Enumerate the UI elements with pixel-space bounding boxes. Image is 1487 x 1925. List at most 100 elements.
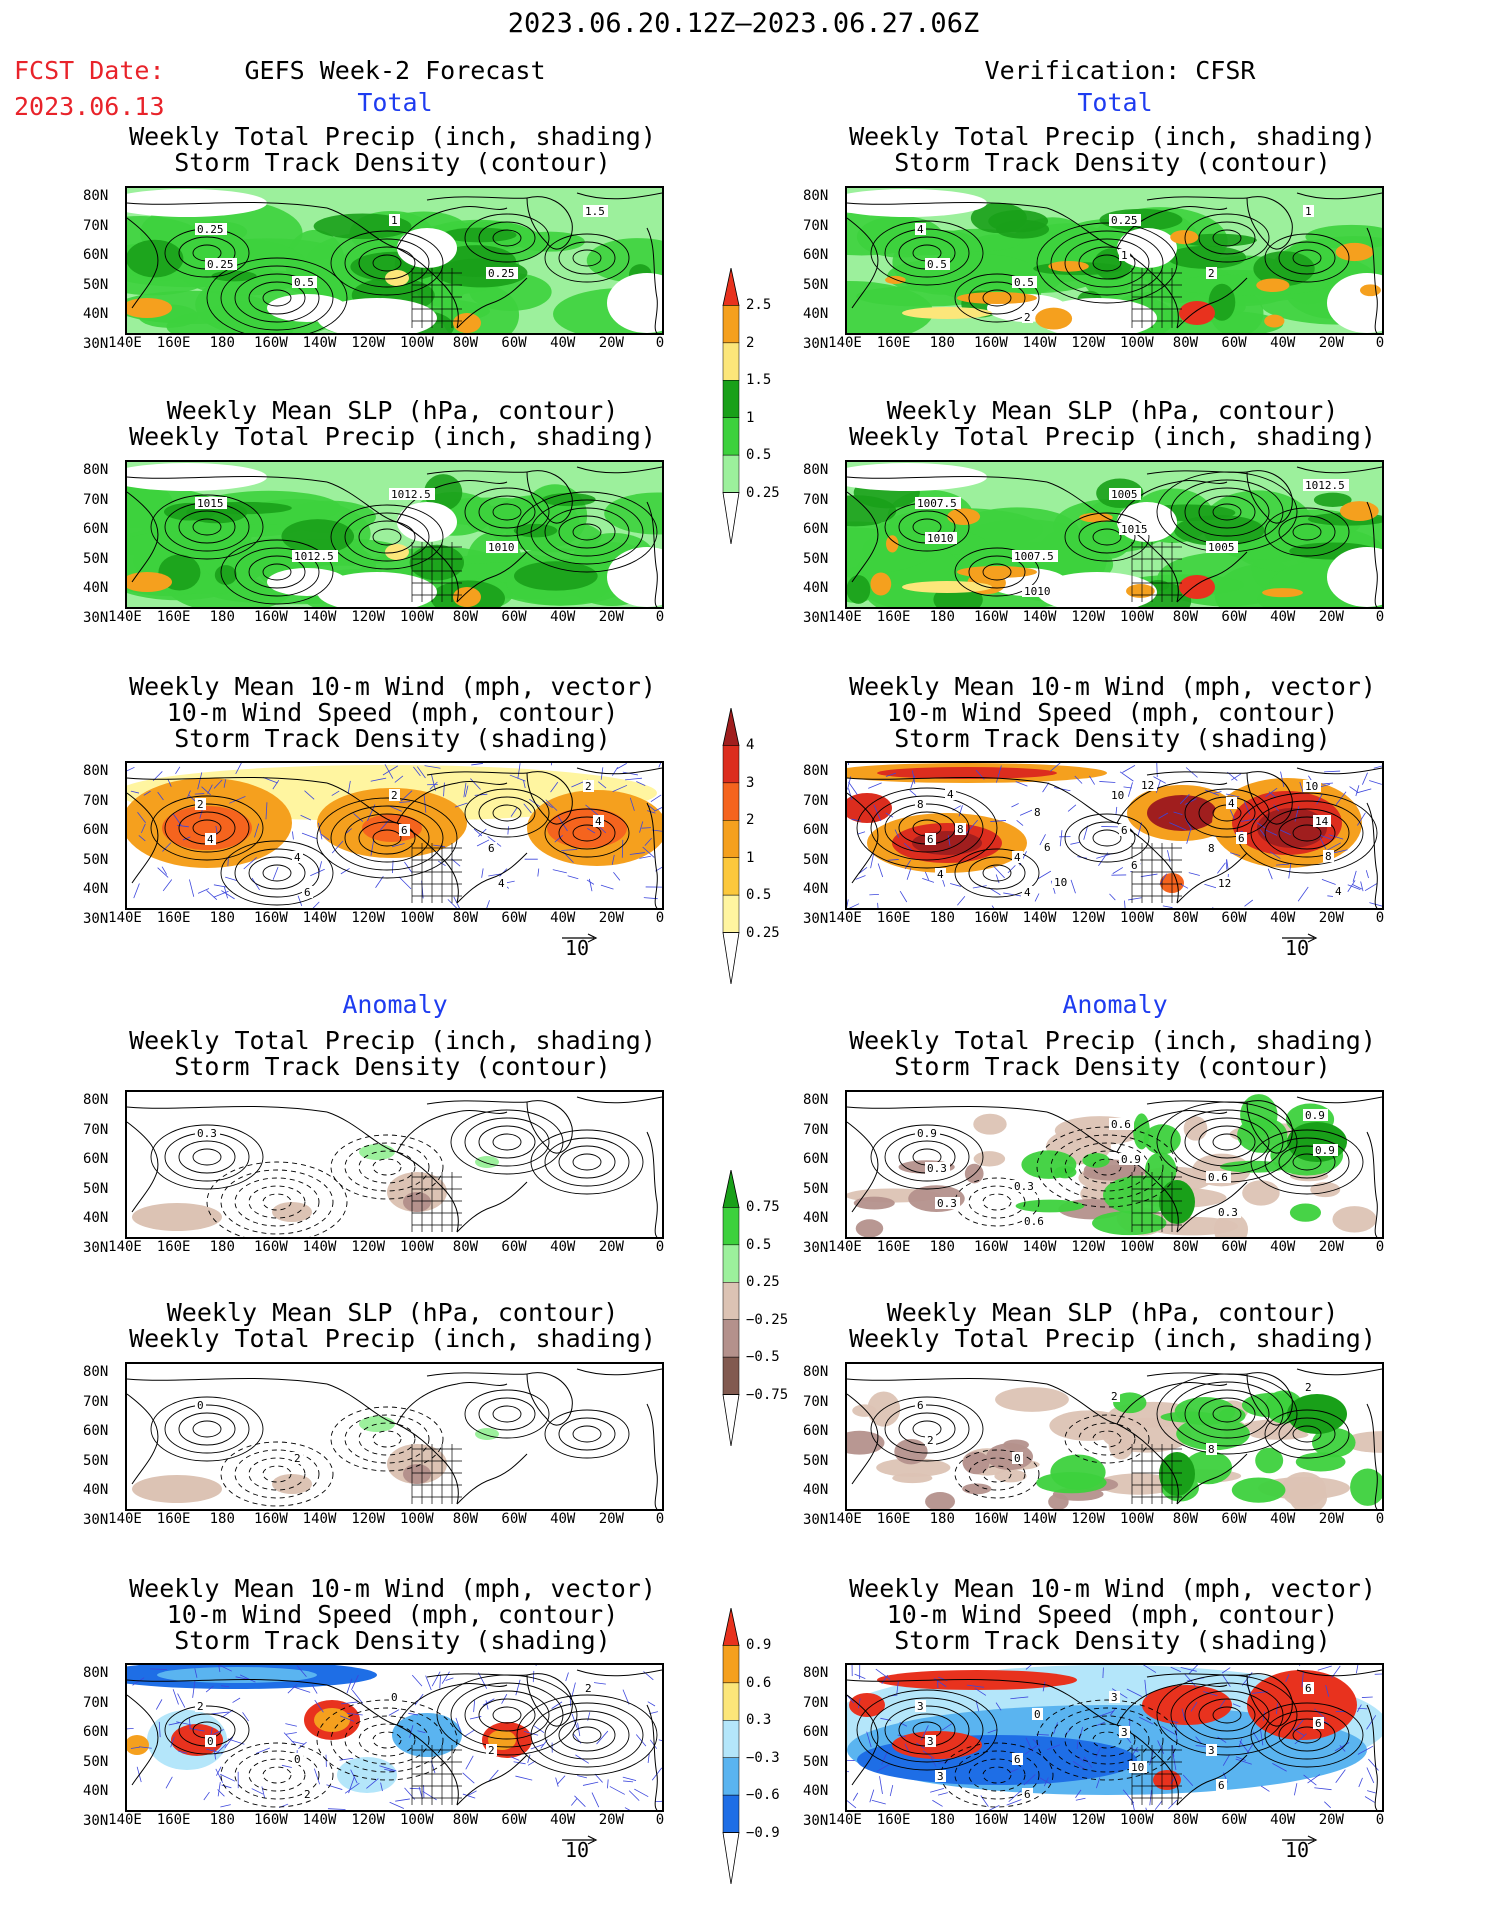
panel-title-line: Weekly Total Precip (inch, shading) [849,1026,1376,1055]
lon-label: 160W [254,1239,288,1255]
lat-label: 80N [83,1364,109,1380]
lon-label: 160W [254,1812,288,1828]
contour-label: 0 [1034,1708,1041,1721]
lat-label: 60N [83,247,109,263]
vector-reference-arrow [1280,1830,1320,1845]
lat-label: 80N [83,462,109,478]
panel-title-line: Storm Track Density (shading) [894,724,1331,753]
lon-label: 180 [929,609,955,625]
lon-label: 0 [1375,1812,1385,1828]
lat-label: 40N [803,580,829,596]
contour-label: 4 [917,223,924,236]
panel-title-line: Storm Track Density (contour) [894,148,1331,177]
panel-title-line: Weekly Mean SLP (hPa, contour) [166,396,619,425]
lat-label: 80N [83,763,109,779]
lat-label: 30N [83,609,109,626]
lat-label: 40N [83,1482,109,1498]
contour-label: 14 [1315,815,1329,828]
colorbar-label: −0.6 [746,1787,780,1804]
contour-label: 6 [401,824,408,837]
colorbar-label: 2 [746,334,755,351]
lon-label: 0 [1375,1511,1385,1527]
lon-label: 40W [1270,1511,1296,1527]
contour-label: 4 [294,851,301,864]
contour-label: 2 [1024,311,1031,324]
valid-range: 2023.06.20.12Z–2023.06.27.06Z [507,8,980,39]
contour-label: 10 [1305,780,1318,793]
lat-label: 50N [83,1452,109,1469]
panel-title-line: Weekly Mean 10-m Wind (mph, vector) [849,1574,1376,1603]
lon-label: 20W [1318,1812,1344,1828]
contour-label: 2 [294,1452,301,1465]
lon-label: 120W [1071,1812,1106,1828]
lon-label: 180 [929,335,955,351]
lat-label: 70N [83,491,109,508]
lat-label: 30N [83,1511,109,1528]
lat-label: 50N [83,851,109,868]
lon-label: 120W [351,1812,386,1828]
panel-title-line: 10-m Wind Speed (mph, contour) [886,698,1339,727]
contour-label: 1012.5 [391,488,431,501]
lon-label: 20W [598,1812,624,1828]
lon-label: 120W [1071,609,1106,625]
lon-label: 0 [655,910,665,926]
panel-title-line: Storm Track Density (contour) [894,1052,1331,1081]
lon-label: 160W [974,1511,1008,1527]
contour-label: 2 [488,1744,495,1757]
lon-label: 80W [452,335,479,351]
lon-label: 180 [209,1239,235,1255]
colorbar-label: 0.25 [746,1274,780,1291]
map-panel-cf-wind-total: 8 4 10 8 10 6 4 6 12 14 4 8 6 4 8 4 6 12 6 4 8 10 [845,761,1384,910]
lat-label: 30N [803,1511,829,1528]
colorbar-label: 1 [746,409,755,426]
lon-label: 0 [655,1239,665,1255]
lat-label: 50N [803,851,829,868]
vector-reference-value: 10 [1285,1838,1310,1862]
lon-label: 40W [550,1239,576,1255]
lat-label: 70N [803,1393,829,1410]
lon-label: 160W [254,1511,288,1527]
contour-label: 6 [1305,1682,1312,1695]
left-anomaly-heading: Anomaly [342,990,448,1019]
map-panel-fc-slp-total: 1015 1012.5 1012.5 1010 [125,460,664,609]
lon-label: 100W [1119,910,1154,926]
contour-label: 1010 [927,532,954,545]
lon-label: 180 [209,1511,235,1527]
contour-label: 0 [1014,1452,1021,1465]
lon-label: 100W [399,910,434,926]
lon-label: 40W [550,910,576,926]
lon-label: 60W [501,1239,527,1255]
contour-label: 4 [1014,851,1021,864]
lon-label: 140E [108,910,142,926]
lat-label: 30N [803,609,829,626]
contour-label: 0.25 [488,267,515,280]
lon-label: 20W [598,609,624,625]
lon-label: 180 [929,910,955,926]
lat-label: 30N [83,1239,109,1256]
contour-label: 10 [1054,876,1067,889]
lon-label: 120W [351,609,386,625]
panel-title-line: Storm Track Density (shading) [174,724,611,753]
lat-label: 60N [83,1151,109,1167]
contour-label: 8 [1325,850,1332,863]
lon-label: 160W [254,910,288,926]
lon-label: 140E [108,335,142,351]
lon-label: 0 [1375,609,1385,625]
lat-label: 50N [83,276,109,293]
lon-label: 40W [550,609,576,625]
lat-label: 50N [803,1180,829,1197]
vector-reference-value: 10 [1285,936,1310,960]
lat-label: 70N [83,217,109,234]
contour-label: 4 [947,788,954,801]
lon-label: 160E [876,335,911,351]
colorbar-track-anom [722,1607,808,1890]
right-anomaly-heading: Anomaly [1062,990,1168,1019]
lon-label: 20W [1318,609,1344,625]
contour-label: 8 [917,798,924,811]
panel-title-line: 10-m Wind Speed (mph, contour) [886,1600,1339,1629]
panel-title-line: Weekly Total Precip (inch, shading) [129,422,656,451]
lat-label: 60N [803,822,829,838]
lat-label: 80N [83,1665,109,1681]
lon-label: 60W [501,1511,527,1527]
contour-label: 10 [1111,789,1124,802]
